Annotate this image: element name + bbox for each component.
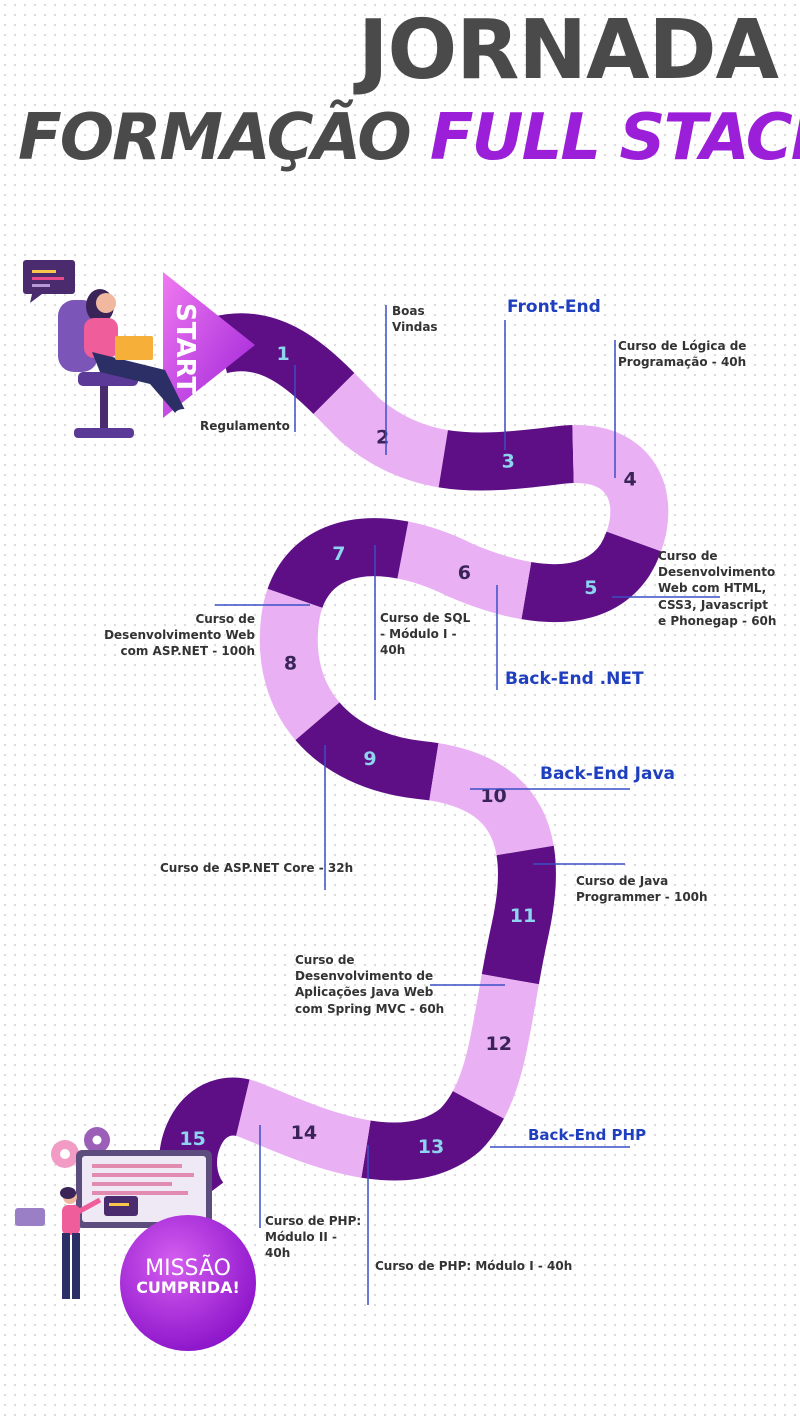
- start-arrow: START: [163, 272, 255, 418]
- label-php2: Curso de PHP: Módulo II - 40h: [265, 1214, 362, 1261]
- section-front-end: Front-End: [507, 297, 601, 317]
- step-number-6: 6: [458, 562, 471, 584]
- mission-complete-badge: [120, 1215, 256, 1351]
- step-number-13: 13: [418, 1136, 444, 1158]
- woman-at-laptop-illustration: [23, 260, 193, 438]
- step-number-8: 8: [284, 652, 297, 674]
- road-segment-8: [159, 313, 669, 1218]
- mission-line2: CUMPRIDA!: [136, 1278, 240, 1298]
- label-logica: Curso de Lógica de Programação - 40h: [618, 339, 747, 370]
- step-number-2: 2: [376, 426, 389, 448]
- connector-lines: [215, 305, 720, 1305]
- step-number-5: 5: [584, 577, 597, 599]
- title-formacao-word: FORMAÇÃO: [18, 101, 412, 175]
- step-number-7: 7: [332, 543, 345, 565]
- start-label: START: [170, 303, 200, 394]
- step-number-12: 12: [486, 1033, 512, 1055]
- step-number-9: 9: [363, 748, 376, 770]
- code-tag-icon: [15, 1208, 45, 1226]
- title-jornada: JORNADA: [358, 3, 779, 98]
- step-number-10: 10: [480, 785, 506, 807]
- label-boas-vindas: Boas Vindas: [392, 304, 438, 335]
- label-java-programmer: Curso de Java Programmer - 100h: [576, 874, 708, 905]
- label-regulamento: Regulamento: [200, 419, 290, 433]
- step-number-15: 15: [179, 1128, 205, 1150]
- title-full-stack: FULL STACK: [429, 101, 800, 175]
- label-aspnet-mvc: Curso de Desenvolvimento Web com ASP.NET…: [104, 612, 255, 659]
- mission-complete-label: MISSÃO CUMPRIDA!: [118, 1257, 258, 1297]
- label-html-css: Curso de Desenvolvimento Web com HTML, C…: [658, 549, 777, 628]
- label-java-web: Curso de Desenvolvimento de Aplicações J…: [295, 953, 445, 1016]
- label-php1: Curso de PHP: Módulo I - 40h: [375, 1259, 573, 1273]
- road-segments: [159, 313, 669, 1218]
- mission-line1: MISSÃO: [145, 1256, 231, 1281]
- step-number-4: 4: [624, 469, 637, 491]
- section-back-end-net: Back-End .NET: [505, 669, 644, 689]
- road-segment-3: [159, 313, 669, 1218]
- label-sql: Curso de SQL - Módulo I - 40h: [380, 611, 471, 658]
- laptop-icon: [115, 336, 153, 360]
- section-back-end-java: Back-End Java: [540, 764, 676, 784]
- label-aspnet-core: Curso de ASP.NET Core - 32h: [160, 861, 354, 875]
- section-back-end-php: Back-End PHP: [528, 1126, 647, 1144]
- step-number-11: 11: [510, 905, 536, 927]
- step-number-14: 14: [291, 1122, 317, 1144]
- title-formacao: FORMAÇÃO FULL STACK: [18, 106, 800, 170]
- woman-at-board-illustration: [15, 1127, 212, 1299]
- road-segment-13: [159, 313, 669, 1218]
- step-number-1: 1: [276, 343, 289, 365]
- step-number-3: 3: [502, 450, 515, 472]
